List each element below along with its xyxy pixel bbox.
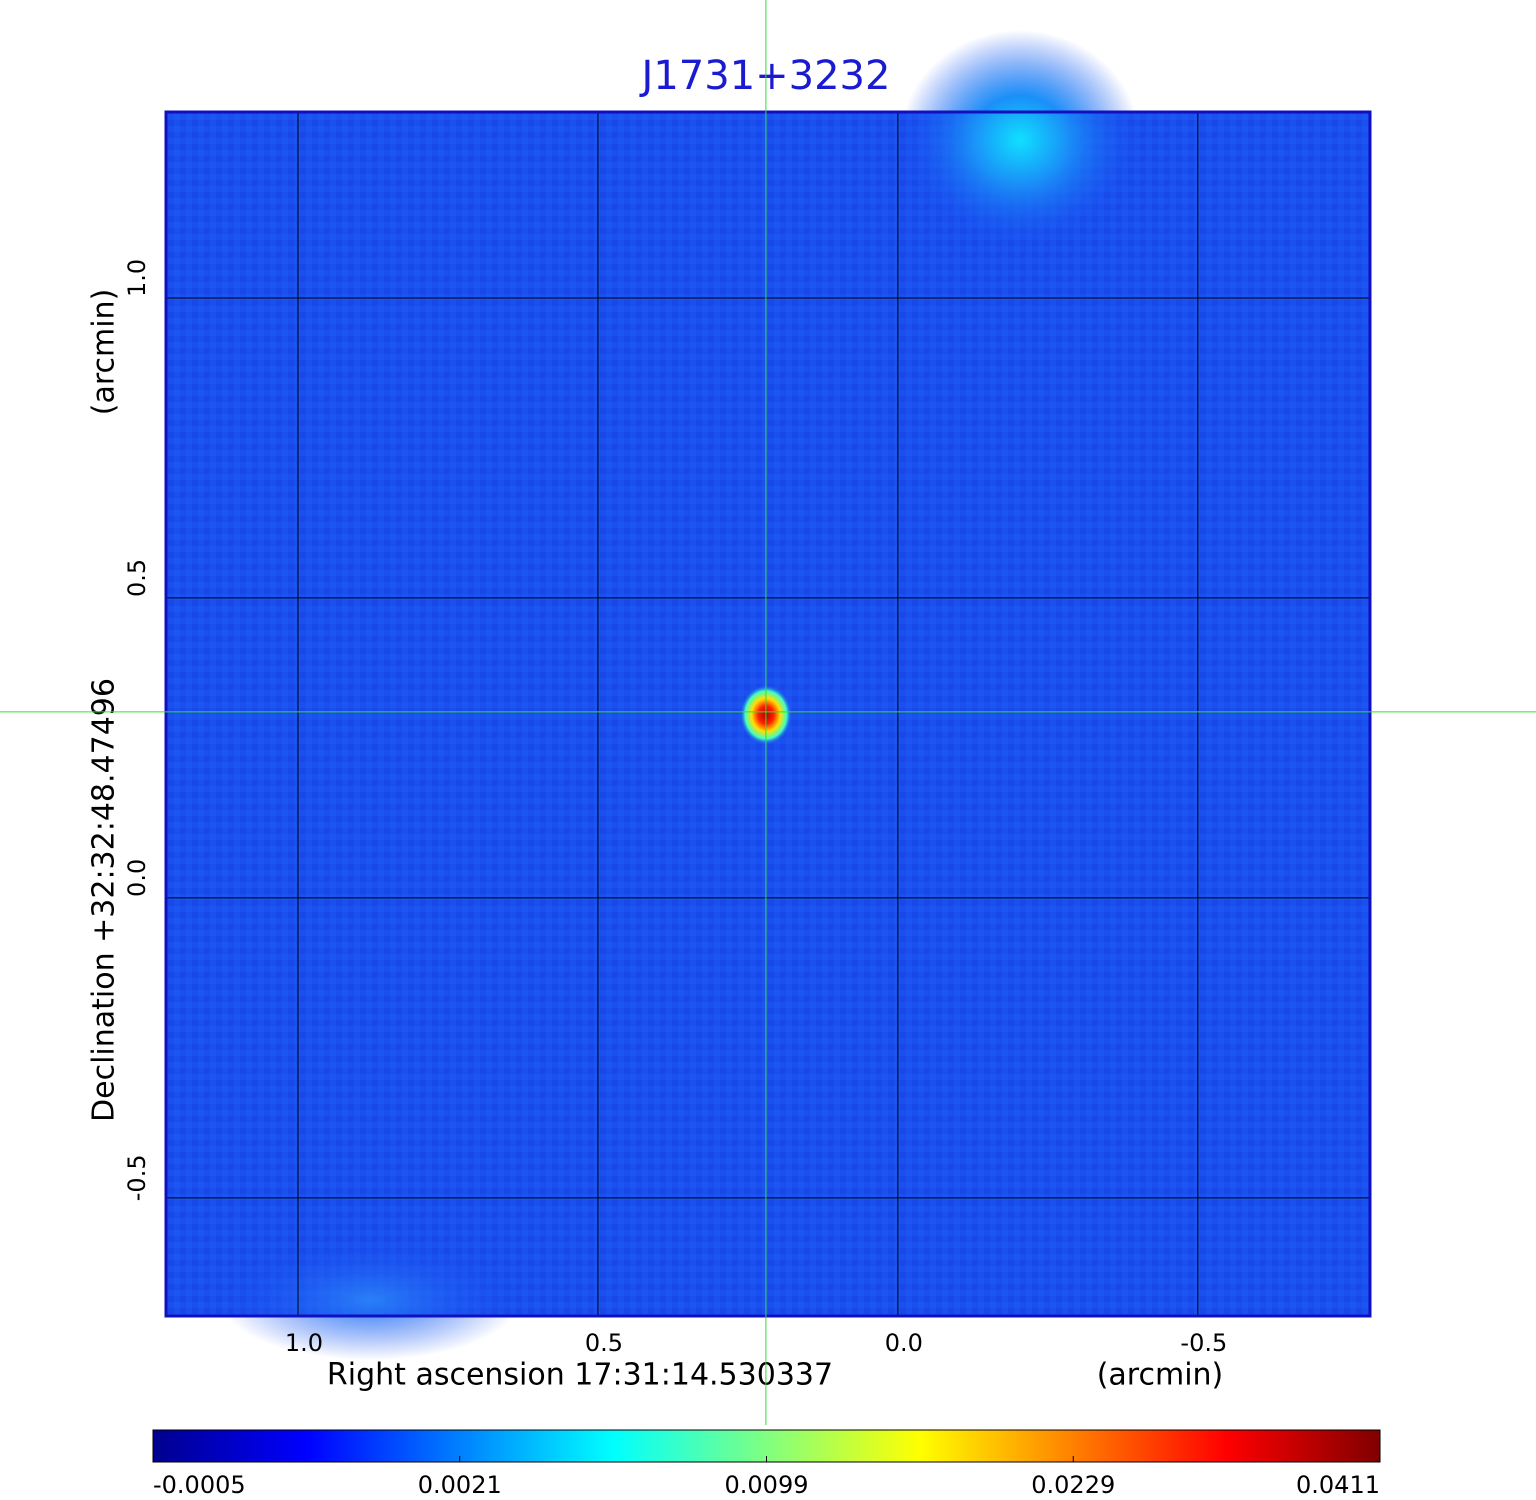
x-tick-label: -0.5 — [1180, 1329, 1227, 1357]
y-axis-label: Declination +32:32:48.47496 — [87, 678, 122, 1122]
colorbar-tick-label: 0.0099 — [725, 1471, 809, 1499]
map-emission — [900, 30, 1140, 250]
y-tick-label: 0.5 — [123, 559, 151, 597]
chart-title: J1731+3232 — [639, 53, 891, 99]
colorbar-tick-label: -0.0005 — [153, 1471, 246, 1499]
colorbar-tick-label: 0.0021 — [418, 1471, 502, 1499]
colorbar-tick-label: 0.0229 — [1031, 1471, 1115, 1499]
x-axis-label: Right ascension 17:31:14.530337 — [327, 1358, 833, 1393]
y-tick-label: 1.0 — [123, 259, 151, 297]
x-tick-label: 0.5 — [585, 1329, 623, 1357]
plot-frame — [164, 110, 1372, 1318]
x-tick-label: 1.0 — [285, 1329, 323, 1357]
y-tick-label: 0.0 — [123, 859, 151, 897]
y-tick-label: -0.5 — [123, 1154, 151, 1201]
x-axis-unit: (arcmin) — [1097, 1358, 1224, 1393]
plot-area — [164, 30, 1372, 1360]
x-tick-label: 0.0 — [885, 1329, 923, 1357]
y-axis-unit: (arcmin) — [87, 289, 122, 416]
colorbar-tick-label: 0.0411 — [1296, 1471, 1380, 1499]
map-emission — [220, 1240, 520, 1360]
